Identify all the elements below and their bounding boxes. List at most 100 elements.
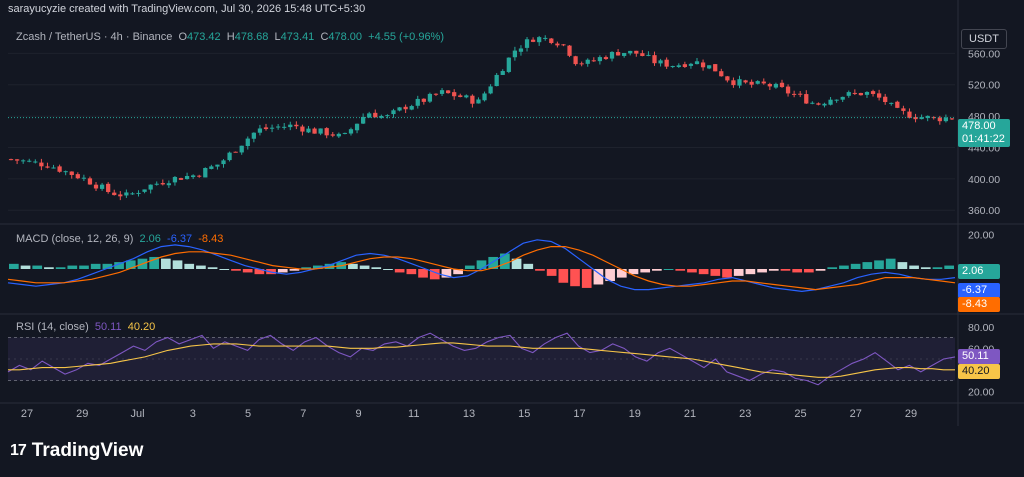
macd-hist-bar <box>804 269 814 273</box>
candle-body <box>549 38 554 43</box>
candle-body <box>458 95 463 97</box>
macd-hist-bar <box>102 263 113 269</box>
last-price-value: 478.00 <box>962 120 996 132</box>
macd-hist-bar <box>500 253 510 269</box>
candle-body <box>166 183 171 186</box>
candle-body <box>445 90 451 94</box>
macd-hist-bar <box>944 265 954 269</box>
rsi-ma-value: 40.20 <box>127 321 156 333</box>
price-tick-label: 360.00 <box>968 205 1000 217</box>
macd-hist-bar <box>301 267 311 269</box>
macd-hist-bar <box>371 267 382 269</box>
candle-body <box>8 159 14 161</box>
candle-body <box>191 175 196 178</box>
candle-body <box>670 66 675 68</box>
candle-body <box>846 92 851 96</box>
macd-hist-bar <box>628 269 639 275</box>
candle-body <box>361 116 366 124</box>
macd-hist-bar <box>874 260 884 269</box>
macd-hist-bar <box>160 258 171 269</box>
candle-body <box>385 115 390 117</box>
macd-line-value: -6.37 <box>167 233 193 245</box>
macd-hist-bar <box>640 269 651 273</box>
candle-body <box>130 193 135 195</box>
candle-body <box>263 127 269 130</box>
macd-hist-bar <box>757 269 767 273</box>
candle-body <box>931 117 936 119</box>
candle-body <box>828 99 833 105</box>
tradingview-logo[interactable]: 17 TradingView <box>10 440 143 462</box>
candle-body <box>69 171 74 176</box>
candle-body <box>543 37 548 39</box>
candle-body <box>75 174 80 179</box>
symbol-title: Zcash / TetherUS · 4h · Binance <box>16 31 173 43</box>
candle-body <box>57 166 62 172</box>
candle-body <box>51 167 56 169</box>
tv-logo-icon: 17 <box>10 442 27 459</box>
candle-body <box>731 80 736 86</box>
macd-hist-bar <box>79 265 89 269</box>
candle-body <box>530 39 536 42</box>
candle-body <box>925 115 930 118</box>
candle-body <box>943 117 949 122</box>
currency-button[interactable]: USDT <box>961 29 1007 49</box>
candle-body <box>767 83 772 87</box>
macd-hist-bar <box>827 267 838 269</box>
macd-legend[interactable]: MACD (close, 12, 26, 9) 2.06 -6.37 -8.43 <box>16 233 223 245</box>
x-tick-label: 27 <box>850 408 862 420</box>
candle-body <box>348 129 354 134</box>
candle-body <box>63 171 68 173</box>
macd-hist-bar <box>44 267 54 269</box>
low-label: L <box>274 31 281 43</box>
candle-body <box>901 108 906 111</box>
candle-body <box>306 128 311 133</box>
symbol-header: Zcash / TetherUS · 4h · Binance O473.42 … <box>16 31 444 43</box>
rsi-label: RSI (14, close) <box>16 321 89 333</box>
candle-body <box>537 37 542 43</box>
candle-body <box>949 118 955 120</box>
x-tick-label: 23 <box>739 408 751 420</box>
candle-body <box>864 91 870 95</box>
candle-body <box>640 53 645 56</box>
macd-hist-bar <box>675 269 686 271</box>
rsi-legend[interactable]: RSI (14, close) 50.11 40.20 <box>16 321 155 333</box>
macd-hist-bar <box>348 263 358 269</box>
rsi-tick-label: 20.00 <box>968 386 994 398</box>
macd-hist-bar <box>511 258 522 269</box>
candle-body <box>142 189 147 192</box>
candle-body <box>239 145 244 153</box>
candle-body <box>203 167 208 178</box>
macd-hist-bar <box>815 269 826 271</box>
candle-body <box>719 71 724 77</box>
candle-body <box>136 192 141 194</box>
candle-body <box>93 184 99 189</box>
macd-hist-bar <box>698 269 709 275</box>
rsi-ma-tag: 40.20 <box>958 364 1000 379</box>
candle-body <box>725 76 730 81</box>
macd-hist-bar <box>207 267 218 269</box>
candle-body <box>221 160 226 165</box>
candle-body <box>81 177 87 179</box>
macd-hist-bar <box>406 269 417 275</box>
candle-body <box>294 124 299 127</box>
macd-hist-bar <box>453 269 463 275</box>
candle-body <box>652 55 657 64</box>
candle-body <box>160 183 165 185</box>
macd-hist-bar <box>710 269 721 276</box>
candle-body <box>792 93 797 95</box>
candle-body <box>452 92 457 97</box>
macd-hist-bar <box>745 269 756 275</box>
candle-body <box>197 175 202 177</box>
candle-body <box>597 57 602 62</box>
candle-body <box>379 115 384 118</box>
macd-hist-bar <box>593 269 604 285</box>
macd-hist-bar <box>289 269 300 271</box>
x-tick-label: 5 <box>245 408 251 420</box>
candle-body <box>682 64 687 67</box>
candle-body <box>707 65 712 69</box>
high-label: H <box>226 31 235 43</box>
candle-body <box>737 79 742 86</box>
macd-hist-bar <box>722 269 732 278</box>
candle-body <box>773 83 779 88</box>
macd-hist-bar <box>535 269 545 271</box>
